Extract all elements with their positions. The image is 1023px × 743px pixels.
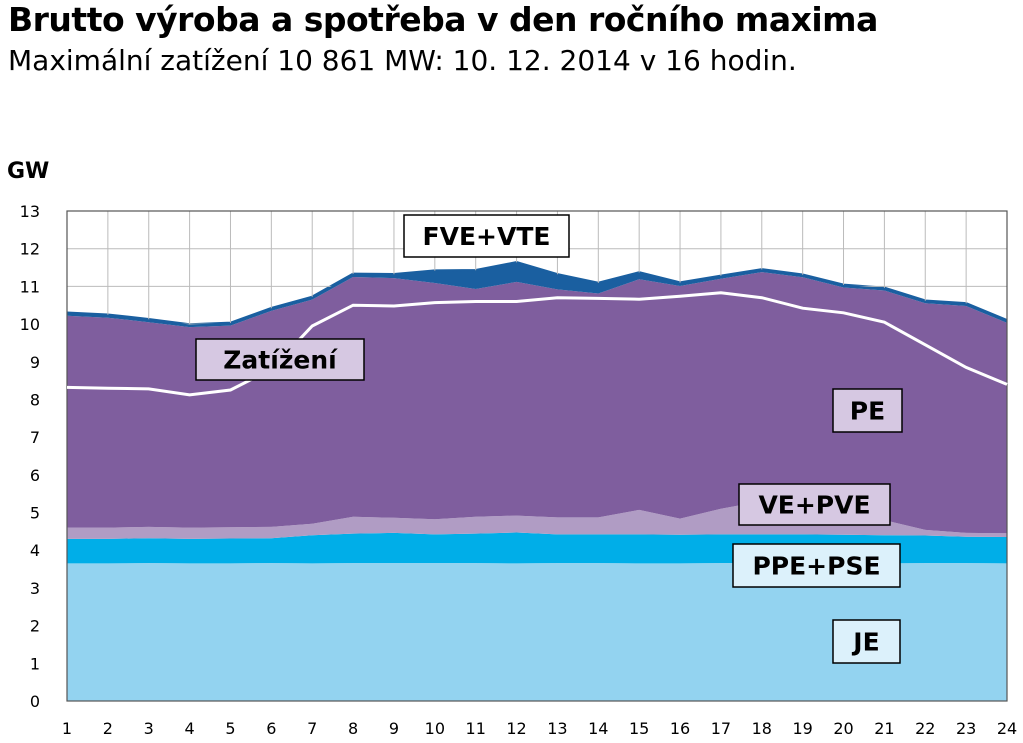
x-tick-label: 22 — [915, 719, 935, 738]
y-tick-label: 5 — [30, 504, 40, 523]
y-tick-label: 12 — [20, 240, 40, 259]
x-tick-label: 5 — [225, 719, 235, 738]
y-tick-label: 11 — [20, 277, 40, 296]
area-je — [67, 563, 1007, 701]
label-pe: PE — [832, 388, 903, 433]
svg-text:VE+PVE: VE+PVE — [758, 491, 870, 520]
y-axis-label: GW — [7, 159, 49, 184]
x-tick-label: 6 — [266, 719, 276, 738]
x-tick-label: 1 — [62, 719, 72, 738]
x-tick-label: 16 — [670, 719, 690, 738]
x-tick-label: 2 — [103, 719, 113, 738]
y-tick-label: 2 — [30, 617, 40, 636]
total-generation-edge — [66, 261, 1008, 326]
label-zat-en-: Zatížení — [195, 338, 365, 381]
x-tick-label: 3 — [144, 719, 154, 738]
x-tick-label: 13 — [547, 719, 567, 738]
chart-subtitle: Maximální zatížení 10 861 MW: 10. 12. 20… — [8, 44, 797, 77]
x-tick-label: 12 — [506, 719, 526, 738]
x-axis-ticks: 1 2 3 4 5 6 7 8 9 10 11 12 13 14 15 16 17 18 19 20 21 22 23 24 — [62, 719, 1017, 738]
x-tick-label: 18 — [752, 719, 772, 738]
x-tick-label: 24 — [997, 719, 1017, 738]
svg-text:PPE+PSE: PPE+PSE — [752, 552, 880, 581]
chart-title: Brutto výroba a spotřeba v den ročního m… — [8, 0, 878, 39]
load-line — [66, 291, 1008, 397]
label-je: JE — [832, 619, 901, 664]
y-tick-label: 10 — [20, 315, 40, 334]
y-tick-label: 4 — [30, 541, 40, 560]
label-fve-vte: FVE+VTE — [403, 214, 570, 258]
svg-text:PE: PE — [850, 397, 885, 426]
x-tick-label: 21 — [874, 719, 894, 738]
x-tick-label: 19 — [792, 719, 812, 738]
x-tick-label: 17 — [711, 719, 731, 738]
x-tick-label: 15 — [629, 719, 649, 738]
x-tick-label: 8 — [348, 719, 358, 738]
svg-text:JE: JE — [851, 628, 879, 657]
x-tick-label: 7 — [307, 719, 317, 738]
x-tick-label: 20 — [833, 719, 853, 738]
x-tick-label: 10 — [425, 719, 445, 738]
label-ppe-pse: PPE+PSE — [732, 543, 901, 588]
label-ve-pve: VE+PVE — [738, 483, 891, 526]
plot-border — [66, 210, 1008, 702]
y-tick-label: 0 — [30, 692, 40, 711]
svg-text:FVE+VTE: FVE+VTE — [423, 222, 551, 251]
line-zatizeni — [66, 291, 1008, 397]
y-tick-label: 9 — [30, 353, 40, 372]
svg-text:Zatížení: Zatížení — [223, 346, 338, 375]
y-tick-label: 6 — [30, 466, 40, 485]
y-tick-label: 1 — [30, 654, 40, 673]
x-tick-label: 9 — [389, 719, 399, 738]
plot-frame — [66, 210, 1008, 702]
series-labels: FVE+VTE Zatížení PE VE+PVE PPE+PSE JE — [195, 214, 903, 664]
x-tick-label: 11 — [466, 719, 486, 738]
y-tick-label: 13 — [20, 202, 40, 221]
y-tick-label: 7 — [30, 428, 40, 447]
y-tick-label: 3 — [30, 579, 40, 598]
x-tick-label: 14 — [588, 719, 608, 738]
y-tick-label: 8 — [30, 390, 40, 409]
area-fve-vte — [67, 262, 1007, 328]
x-tick-label: 4 — [185, 719, 195, 738]
x-tick-label: 23 — [956, 719, 976, 738]
